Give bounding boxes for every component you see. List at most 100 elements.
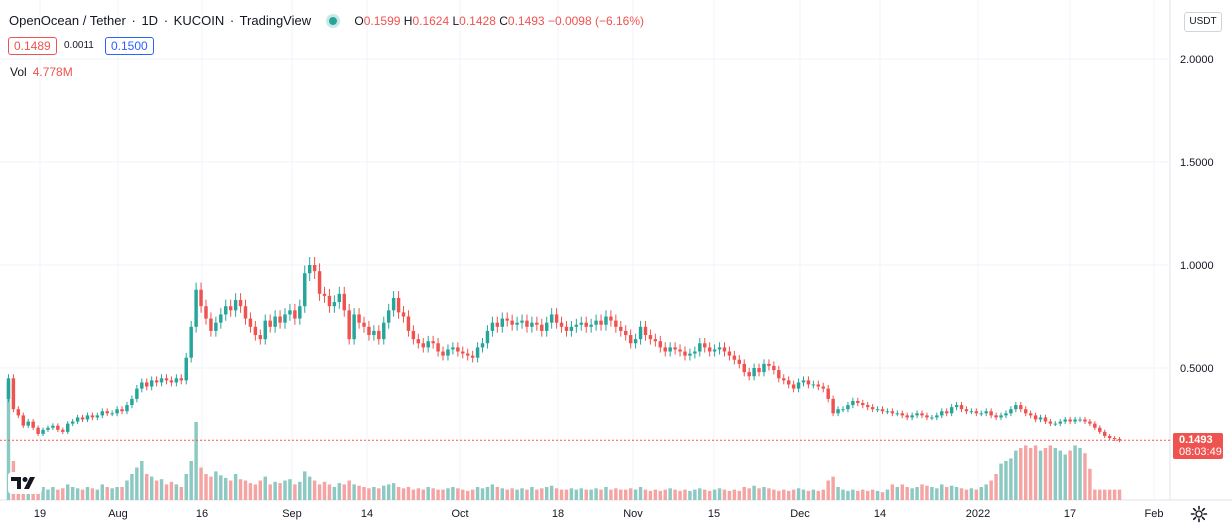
candle-body (6, 378, 11, 399)
candle-body (698, 343, 702, 352)
candle-body (668, 347, 672, 352)
volume-bar (653, 489, 658, 500)
y-axis-ticks: 0.50001.00001.50002.00002.50003.00003.50… (1180, 54, 1214, 375)
volume-bar (525, 489, 529, 500)
volume-bar (406, 487, 411, 500)
volume-bar (204, 474, 208, 500)
candle-body (140, 382, 144, 389)
volume-bar (209, 476, 213, 500)
volume-bar (633, 489, 638, 500)
currency-button[interactable]: USDT (1184, 12, 1222, 32)
volume-bar (683, 489, 687, 500)
volume-bar (732, 489, 737, 500)
volume-bar (169, 481, 174, 500)
volume-bar (135, 467, 139, 500)
candle-body (426, 341, 430, 348)
volume-bar (495, 487, 500, 500)
volume-bar (253, 484, 258, 500)
volume-bar (826, 480, 830, 500)
volume-bar (949, 485, 954, 500)
volume-bar (90, 488, 95, 500)
candle-body (559, 322, 564, 327)
candle-body (21, 415, 26, 426)
volume-bar (885, 489, 890, 500)
candle-body (342, 293, 346, 311)
candle-body (683, 351, 687, 356)
volume-bar (283, 480, 287, 500)
candle-body (490, 322, 495, 331)
volume-bar (584, 489, 588, 500)
candle-body (382, 322, 386, 340)
volume-bar (500, 488, 505, 500)
tradingview-logo-icon[interactable] (8, 472, 42, 494)
candle-body (1009, 409, 1013, 414)
candle-body (396, 297, 401, 313)
interval-label[interactable]: 1D (141, 13, 159, 28)
candle-body (332, 302, 337, 307)
candle-body (386, 310, 391, 323)
ohlc-readout: O0.1599 H0.1624 L0.1428 C0.1493 −0.0098 … (354, 14, 645, 28)
volume-bar (851, 489, 855, 500)
candle-body (1093, 423, 1097, 428)
volume-bar (85, 487, 90, 500)
candle-body (130, 398, 134, 406)
volume-bar (228, 480, 233, 500)
ask-price-button[interactable]: 0.1500 (105, 37, 154, 55)
gear-icon[interactable] (1190, 505, 1208, 523)
volume-bar (159, 479, 164, 500)
candle-body (505, 318, 509, 321)
candle-body (717, 347, 722, 350)
volume-bar (678, 490, 682, 500)
candle-body (535, 322, 539, 325)
bid-price-button[interactable]: 0.1489 (8, 37, 57, 55)
volume-bar (574, 489, 579, 500)
candle-body (732, 355, 737, 360)
candle-body (851, 400, 855, 406)
x-tick-label: 2022 (966, 508, 990, 520)
candle-body (515, 322, 519, 325)
candle-body (169, 380, 174, 383)
volume-bar (396, 487, 401, 500)
volume-bar (184, 474, 188, 500)
x-axis-ticks: 19 Aug 16 Sep 14 Oct 18 Nov 15 Dec 14 2022 17 Feb (34, 508, 1164, 520)
candle-body (1117, 439, 1122, 441)
volume-bar (1098, 489, 1102, 500)
spread-value: 0.0011 (64, 40, 94, 51)
x-tick-label: Dec (790, 508, 810, 520)
volume-bar (722, 489, 727, 500)
volume-bar (703, 489, 707, 500)
candle-body (441, 351, 445, 356)
volume-bar (609, 489, 613, 500)
candle-body (1004, 413, 1008, 416)
candle-body (900, 413, 904, 416)
volume-bar (352, 484, 356, 500)
volume-bar (451, 487, 455, 500)
symbol-title[interactable]: OpenOcean / Tether (9, 13, 126, 28)
volume-bar (1023, 445, 1028, 500)
volume-bar (1019, 448, 1023, 500)
candle-body (658, 341, 663, 348)
volume-bar (258, 480, 263, 500)
candle-body (56, 425, 60, 430)
volume-bar (905, 487, 909, 500)
candle-body (115, 409, 119, 414)
candle-body (209, 318, 213, 331)
volume-bar (619, 489, 623, 500)
candle-body (826, 388, 830, 399)
candle-body (283, 314, 287, 323)
volume-bar (786, 490, 791, 500)
volume-bar (974, 489, 979, 500)
candle-body (949, 407, 954, 414)
candle-body (154, 380, 159, 383)
candle-body (530, 322, 534, 327)
volume-bar (164, 484, 169, 500)
volume-bar (46, 489, 50, 500)
candle-body (954, 405, 959, 408)
volume-bar (441, 489, 445, 500)
x-tick-label: Sep (282, 508, 302, 520)
candle-body (125, 405, 129, 412)
volume-bar (421, 489, 425, 500)
candle-body (762, 363, 766, 373)
